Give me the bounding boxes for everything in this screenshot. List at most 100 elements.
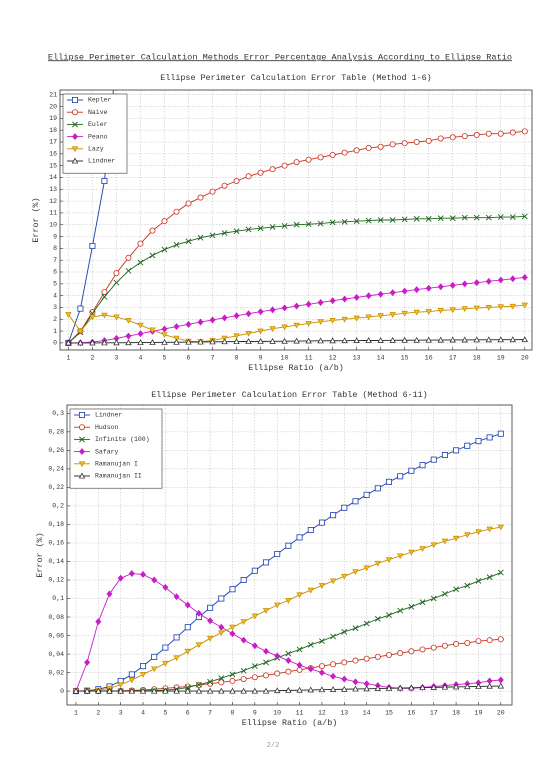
data-point: [251, 674, 258, 681]
chart-title: Ellipse Perimeter Calculation Error Tabl…: [160, 73, 431, 83]
data-point: [341, 628, 348, 635]
data-point: [473, 214, 480, 221]
data-point: [521, 213, 528, 220]
data-point: [486, 434, 493, 441]
data-point: [353, 293, 360, 301]
data-point: [229, 687, 236, 694]
data-point: [257, 225, 264, 232]
data-point: [125, 267, 132, 274]
data-point: [149, 252, 156, 259]
data-point: [401, 140, 408, 147]
data-point: [386, 478, 393, 485]
data-point: [240, 577, 247, 584]
data-point: [140, 663, 147, 670]
data-point: [497, 214, 504, 220]
data-point: [137, 339, 144, 346]
data-point: [441, 538, 449, 545]
data-point: [473, 279, 480, 287]
data-point: [240, 636, 247, 644]
data-point: [106, 590, 113, 598]
data-point: [341, 685, 348, 692]
data-point: [425, 284, 432, 292]
data-point: [341, 659, 348, 666]
data-point: [486, 526, 493, 533]
data-point: [389, 217, 396, 223]
data-point: [293, 337, 300, 344]
data-point: [389, 312, 396, 318]
data-point: [83, 687, 91, 694]
x-tick-label: 2: [96, 710, 100, 717]
data-point: [101, 293, 108, 300]
data-point: [461, 214, 468, 221]
data-point: [365, 314, 372, 321]
x-tick-label: 16: [407, 710, 415, 717]
data-point: [293, 322, 300, 329]
data-point: [317, 220, 324, 227]
data-point: [485, 130, 492, 137]
data-point: [318, 669, 325, 677]
data-point: [473, 131, 480, 138]
data-point: [149, 227, 156, 234]
data-point: [396, 553, 404, 560]
data-point: [89, 339, 96, 346]
data-point: [374, 685, 382, 691]
legend-marker: [72, 109, 79, 116]
data-point: [353, 315, 360, 322]
x-tick-label: 14: [377, 355, 385, 362]
data-point: [240, 619, 247, 625]
data-point: [430, 456, 437, 463]
data-point: [497, 130, 504, 137]
data-point: [317, 154, 324, 161]
data-point: [413, 138, 420, 145]
data-point: [207, 617, 214, 625]
x-tick-label: 5: [163, 710, 167, 717]
data-point: [285, 650, 292, 657]
plot-area: [72, 430, 505, 695]
data-point: [162, 660, 169, 667]
data-point: [385, 557, 393, 563]
x-tick-label: 15: [401, 355, 409, 362]
data-point: [377, 290, 384, 298]
data-point: [374, 485, 381, 492]
x-tick-label: 4: [141, 710, 145, 717]
y-tick-label: 13: [49, 186, 57, 193]
x-tick-label: 2: [90, 355, 94, 362]
data-point: [389, 141, 396, 148]
y-tick-label: 0,22: [48, 484, 64, 491]
data-point: [117, 682, 124, 688]
x-tick-label: 9: [259, 355, 263, 362]
data-point: [161, 339, 168, 345]
x-tick-label: 10: [273, 710, 281, 717]
data-point: [113, 270, 120, 277]
data-point: [353, 218, 360, 225]
y-tick-label: 0: [60, 688, 64, 695]
data-point: [318, 519, 325, 526]
data-point: [293, 221, 300, 228]
data-point: [281, 324, 288, 331]
data-point: [218, 595, 225, 602]
legend-marker: [78, 472, 86, 479]
data-point: [365, 217, 372, 224]
data-point: [461, 306, 468, 312]
y-tick-label: 0,2: [52, 503, 64, 510]
data-point: [461, 280, 468, 288]
data-point: [408, 684, 415, 691]
x-tick-label: 11: [296, 710, 304, 717]
legend-label: Lindner: [95, 412, 122, 419]
data-point: [452, 535, 460, 542]
legend-box: [62, 93, 128, 174]
data-point: [341, 316, 348, 323]
data-point: [84, 658, 91, 666]
data-point: [149, 339, 156, 345]
data-point: [117, 687, 124, 694]
data-point: [413, 215, 420, 222]
data-point: [377, 313, 384, 320]
data-point: [245, 338, 252, 344]
legend-marker: [79, 436, 85, 443]
data-point: [419, 462, 426, 469]
data-point: [137, 322, 144, 329]
data-point: [173, 335, 180, 342]
data-point: [497, 336, 504, 343]
data-point: [184, 684, 191, 691]
